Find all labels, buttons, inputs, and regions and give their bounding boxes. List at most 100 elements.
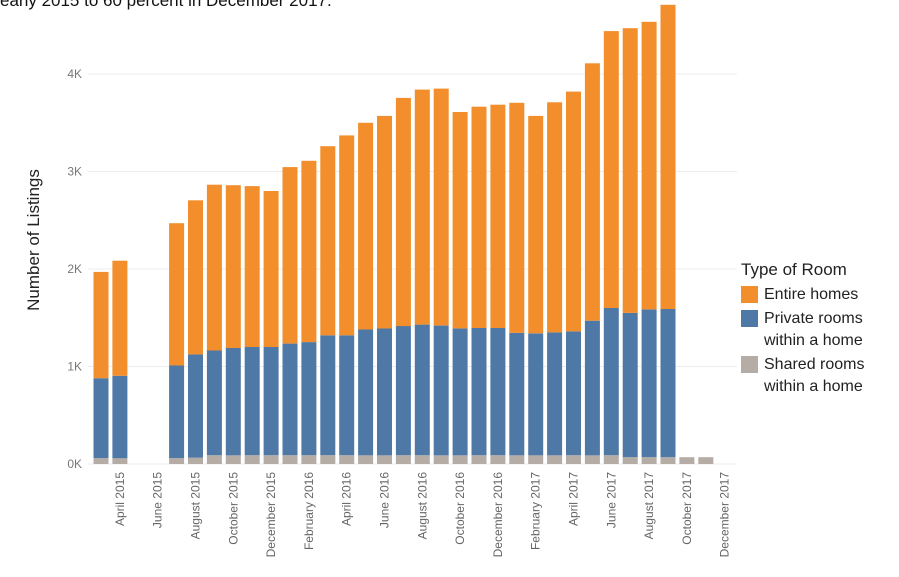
bar-segment-shared bbox=[339, 455, 355, 464]
bar-segment-private bbox=[471, 328, 487, 456]
bar-segment-entire bbox=[282, 167, 298, 344]
bar-segment-entire bbox=[320, 146, 336, 336]
y-tick-label: 0K bbox=[67, 457, 82, 471]
x-tick-label: December 2016 bbox=[491, 472, 505, 558]
legend-title: Type of Room bbox=[741, 260, 847, 279]
bar-segment-private bbox=[433, 325, 449, 456]
x-tick-label: April 2017 bbox=[567, 472, 581, 526]
x-tick-label: August 2016 bbox=[415, 472, 429, 540]
bar-segment-shared bbox=[471, 455, 487, 464]
legend-label: Shared rooms within a home bbox=[764, 356, 865, 395]
y-tick-label: 4K bbox=[67, 67, 82, 81]
bar-segment-private bbox=[188, 354, 203, 458]
bar-segment-shared bbox=[414, 455, 430, 464]
x-tick-label: October 2017 bbox=[680, 472, 694, 545]
bar-segment-private bbox=[169, 365, 185, 459]
bar-segment-entire bbox=[603, 31, 619, 308]
x-tick-label: October 2016 bbox=[453, 472, 467, 545]
x-tick-label: June 2015 bbox=[151, 472, 165, 528]
y-tick-label: 2K bbox=[67, 262, 82, 276]
bar-segment-private bbox=[339, 335, 355, 456]
bar-segment-shared bbox=[93, 458, 109, 464]
bar-segment-shared bbox=[509, 455, 525, 464]
bar-segment-entire bbox=[244, 186, 260, 347]
bar-segment-shared bbox=[698, 457, 714, 464]
legend: Type of Room Entire homes Private rooms w… bbox=[741, 260, 899, 400]
bar-segment-shared bbox=[206, 455, 222, 464]
bar-segment-shared bbox=[263, 455, 279, 464]
x-tick-label: February 2016 bbox=[302, 472, 316, 550]
x-tick-label: December 2017 bbox=[718, 472, 732, 558]
bar-segment-entire bbox=[188, 200, 203, 355]
bar-segment-shared bbox=[320, 455, 336, 464]
bar-segment-entire bbox=[93, 271, 109, 379]
bar-segment-entire bbox=[433, 88, 449, 326]
bar-segment-private bbox=[112, 375, 128, 459]
bar-segment-private bbox=[301, 342, 317, 456]
bar-segment-shared bbox=[395, 455, 411, 464]
bar-segment-private bbox=[528, 333, 544, 456]
bar-segment-entire bbox=[169, 223, 185, 366]
legend-swatch bbox=[741, 356, 758, 373]
bar-segment-shared bbox=[169, 458, 185, 464]
bar-segment-shared bbox=[377, 455, 392, 464]
bar-segment-entire bbox=[301, 160, 317, 343]
bar-segment-entire bbox=[263, 191, 279, 347]
legend-label: Entire homes bbox=[764, 286, 859, 303]
legend-item: Entire homes bbox=[741, 284, 899, 306]
x-tick-label: December 2015 bbox=[264, 472, 278, 558]
bar-segment-private bbox=[395, 326, 411, 456]
bar-segment-shared bbox=[282, 455, 298, 464]
bar-segment-private bbox=[490, 328, 506, 456]
bar-segment-shared bbox=[566, 455, 581, 464]
bar-segment-entire bbox=[490, 104, 506, 328]
bar-segment-entire bbox=[395, 97, 411, 327]
x-tick-label: April 2016 bbox=[340, 472, 354, 526]
bar-segment-shared bbox=[584, 455, 600, 464]
bar-segment-entire bbox=[414, 89, 430, 325]
bar-segment-entire bbox=[471, 106, 487, 328]
legend-swatch bbox=[741, 286, 758, 303]
x-tick-label: June 2017 bbox=[604, 472, 618, 528]
bar-segment-private bbox=[509, 332, 525, 456]
bar-segment-entire bbox=[452, 112, 468, 329]
y-tick-label: 1K bbox=[67, 360, 82, 374]
bar-segment-shared bbox=[188, 457, 203, 464]
legend-label: Private rooms within a home bbox=[764, 310, 863, 349]
bar-segment-shared bbox=[244, 455, 260, 464]
bar-segment-entire bbox=[225, 185, 241, 348]
bar-segment-private bbox=[282, 343, 298, 456]
bar-segment-private bbox=[660, 309, 676, 458]
bar-segment-entire bbox=[660, 4, 676, 310]
bar-segment-shared bbox=[358, 455, 374, 464]
bar-segment-private bbox=[414, 324, 430, 456]
bar-segment-shared bbox=[622, 457, 638, 464]
bar-segment-shared bbox=[452, 455, 468, 464]
bar-segment-private bbox=[225, 348, 241, 456]
bar-segment-shared bbox=[112, 458, 128, 464]
bar-segment-shared bbox=[225, 455, 241, 464]
x-tick-label: August 2015 bbox=[189, 472, 203, 540]
y-tick-label: 3K bbox=[67, 165, 82, 179]
bar-segment-private bbox=[641, 309, 657, 458]
bar-segment-entire bbox=[206, 184, 222, 351]
legend-swatch bbox=[741, 310, 758, 327]
x-tick-label: August 2017 bbox=[642, 472, 656, 540]
bar-segment-private bbox=[452, 328, 468, 456]
bar-segment-private bbox=[263, 347, 279, 456]
bar-segment-private bbox=[320, 335, 336, 456]
bar-segment-private bbox=[622, 312, 638, 458]
bar-segment-shared bbox=[547, 455, 563, 464]
bar-segment-private bbox=[547, 332, 563, 456]
bar-segment-shared bbox=[301, 455, 317, 464]
bar-segment-shared bbox=[528, 455, 544, 464]
bar-segment-private bbox=[358, 329, 374, 456]
x-tick-label: April 2015 bbox=[113, 472, 127, 526]
bar-segment-shared bbox=[679, 457, 695, 464]
bar-segment-entire bbox=[547, 102, 563, 333]
bar-segment-private bbox=[603, 308, 619, 456]
bar-segment-private bbox=[93, 378, 109, 459]
bar-segment-private bbox=[206, 350, 222, 456]
bar-segment-private bbox=[244, 347, 260, 456]
